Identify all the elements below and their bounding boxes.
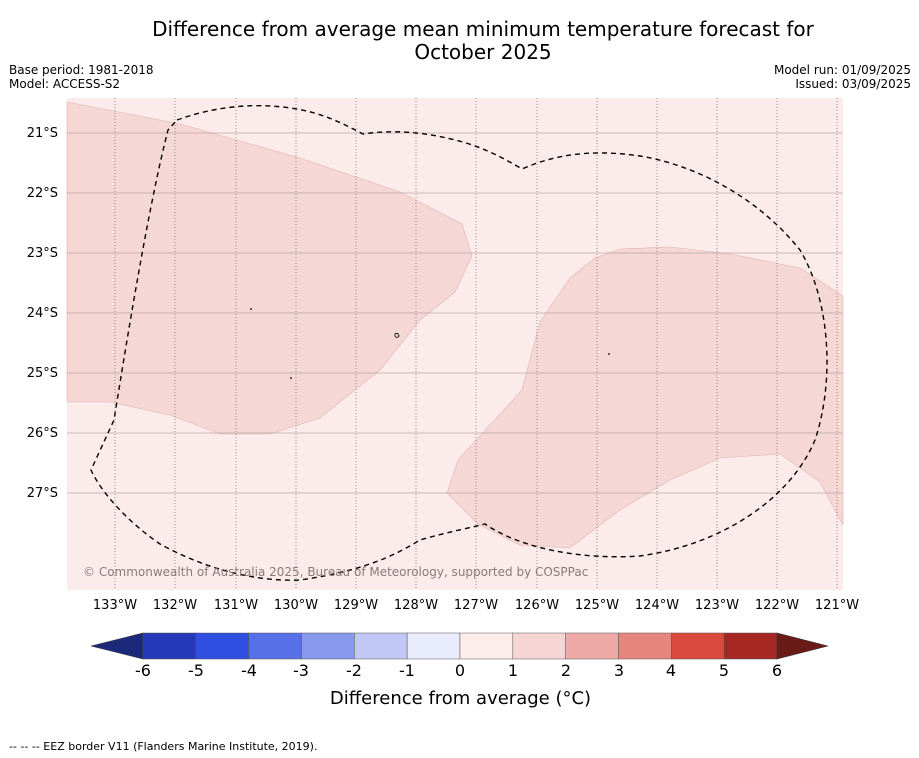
colorbar-tick-minus3: -3 [293, 661, 309, 680]
base-period: Base period: 1981-2018 [9, 63, 154, 77]
colorbar-segment-minus1-to-0 [406, 632, 461, 660]
colorbar-segment-4-to-5 [671, 632, 725, 660]
meta-right: Model run: 01/09/2025 Issued: 03/09/2025 [774, 63, 911, 91]
colorbar-segment-1-to-2 [512, 632, 566, 660]
map-title-line2: October 2025 [414, 40, 552, 64]
eez-border [90, 104, 828, 581]
colorbar-tick-5: 5 [718, 661, 730, 680]
lon-label-133: 133°W [92, 598, 138, 613]
lon-label-121: 121°W [814, 598, 860, 613]
colorbar-segment-minus2-to-minus1 [354, 632, 408, 660]
island-marker [394, 332, 400, 338]
map-svg [66, 98, 844, 590]
lon-label-125: 125°W [574, 598, 620, 613]
lon-label-126: 126°W [514, 598, 560, 613]
lon-label-124: 124°W [634, 598, 680, 613]
lat-label-21: 21°S [26, 126, 58, 141]
colorbar-tick-minus6: -6 [135, 661, 151, 680]
colorbar-tick-0: 0 [454, 661, 466, 680]
meta-left: Base period: 1981-2018 Model: ACCESS-S2 [9, 63, 154, 91]
copyright-notice: © Commonwealth of Australia 2025, Bureau… [83, 565, 589, 579]
colorbar-tick-1: 1 [507, 661, 519, 680]
colorbar-segment-3-to-4 [618, 632, 672, 660]
colorbar-segment-minus4-to-minus3 [248, 632, 302, 660]
issued-date: Issued: 03/09/2025 [795, 77, 911, 91]
map-title-line1: Difference from average mean minimum tem… [152, 17, 814, 41]
colorbar-segment-minus3-to-minus2 [301, 632, 355, 660]
lon-label-127: 127°W [453, 598, 499, 613]
model-run: Model run: 01/09/2025 [773, 63, 911, 77]
colorbar-tick-minus1: -1 [399, 661, 415, 680]
lon-label-122: 122°W [754, 598, 800, 613]
colorbar-tick-4: 4 [665, 661, 677, 680]
anomaly-region-west [66, 101, 473, 435]
colorbar-segment-below-minus6 [90, 632, 144, 660]
lat-label-24: 24°S [26, 306, 58, 321]
colorbar-segment-2-to-3 [565, 632, 619, 660]
lat-label-25: 25°S [26, 366, 58, 381]
anomaly-region-east [446, 246, 844, 549]
lat-label-26: 26°S [26, 426, 58, 441]
lat-gridlines [67, 132, 843, 494]
lat-label-23: 23°S [26, 246, 58, 261]
colorbar-tick-3: 3 [613, 661, 625, 680]
lat-label-22: 22°S [26, 186, 58, 201]
lat-label-27: 27°S [26, 486, 58, 501]
lon-label-132: 132°W [152, 598, 198, 613]
map-title: Difference from average mean minimum tem… [0, 18, 919, 64]
island-dot-1 [250, 308, 252, 310]
colorbar-tick-minus4: -4 [241, 661, 257, 680]
colorbar-segments [90, 632, 829, 660]
colorbar-segment-5-to-6 [723, 632, 778, 660]
colorbar-tick-2: 2 [560, 661, 572, 680]
lon-label-131: 131°W [213, 598, 259, 613]
lon-label-128: 128°W [393, 598, 439, 613]
island-dot-2 [290, 377, 292, 379]
island-dot-3 [608, 353, 610, 355]
colorbar-tick-minus2: -2 [346, 661, 362, 680]
lon-gridlines [114, 98, 838, 590]
colorbar-segment-minus6-to-minus5 [142, 632, 197, 660]
lon-label-129: 129°W [333, 598, 379, 613]
colorbar-segment-0-to-1 [459, 632, 514, 660]
colorbar-title: Difference from average (°C) [329, 688, 592, 709]
colorbar-tick-6: 6 [771, 661, 783, 680]
eez-footnote: -- -- -- EEZ border V11 (Flanders Marine… [9, 740, 318, 753]
model-name: Model: ACCESS-S2 [9, 77, 121, 91]
lon-label-130: 130°W [273, 598, 319, 613]
colorbar-tick-minus5: -5 [188, 661, 204, 680]
colorbar-segment-above-6 [776, 632, 829, 660]
colorbar-segment-minus5-to-minus4 [195, 632, 249, 660]
lon-label-123: 123°W [694, 598, 740, 613]
